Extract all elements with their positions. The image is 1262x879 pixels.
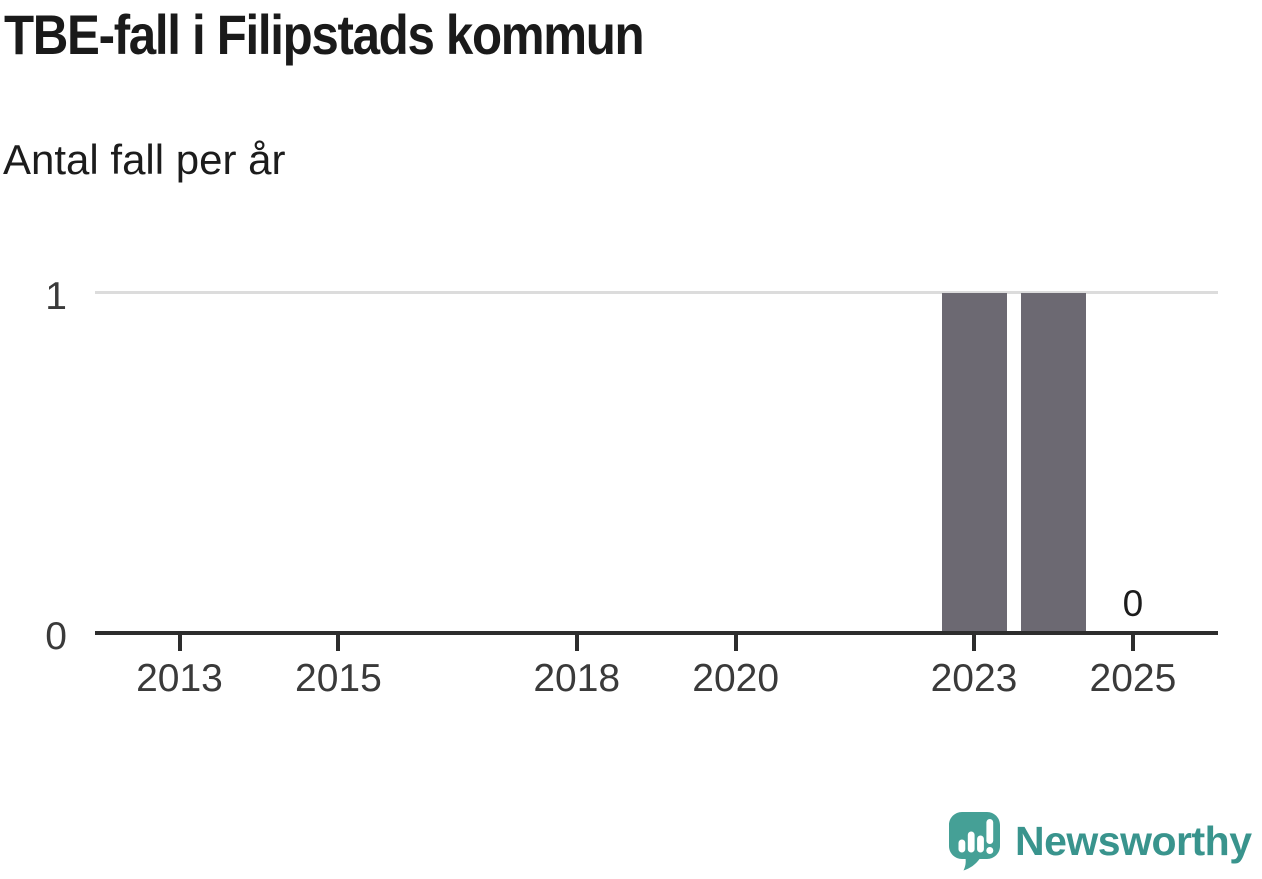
y-gridline (95, 291, 1218, 294)
x-axis-tick-label: 2013 (136, 657, 223, 700)
newsworthy-logo-icon (949, 812, 1000, 871)
x-axis-tick-label: 2025 (1089, 657, 1177, 700)
brand-name: Newsworthy (1015, 817, 1252, 864)
bar-2024 (1020, 293, 1086, 633)
bar-2023 (941, 293, 1007, 633)
x-axis-tick (177, 635, 182, 651)
x-axis-tick (336, 635, 341, 651)
chart-subtitle: Antal fall per år (3, 136, 286, 183)
x-axis-tick-label: 2023 (930, 657, 1018, 700)
chart-title: TBE-fall i Filipstads kommun (4, 3, 645, 66)
x-axis-tick (972, 635, 976, 651)
last-value-label: 0 (1122, 583, 1144, 624)
x-axis-tick (1130, 635, 1135, 651)
x-axis-tick (574, 635, 579, 651)
y-axis-tick-label: 0 (45, 615, 67, 658)
x-axis-line (95, 631, 1218, 635)
x-axis-tick-label: 2018 (533, 657, 621, 700)
x-axis-tick-label: 2020 (692, 657, 780, 700)
bar-chart-exclamation-glyph (958, 819, 994, 854)
x-axis-tick (733, 635, 738, 651)
brand-footer: Newsworthy (946, 806, 1262, 876)
y-axis-tick-label: 1 (45, 275, 67, 318)
x-axis-tick-label: 2015 (295, 657, 382, 700)
